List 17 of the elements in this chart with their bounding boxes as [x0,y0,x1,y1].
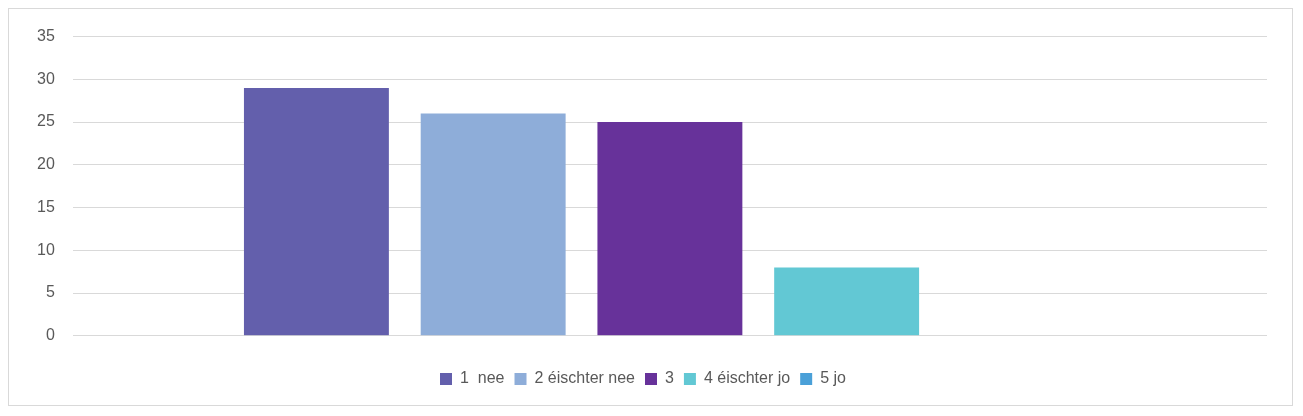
bar [597,122,743,336]
legend-label: 2 éischter nee [534,369,636,387]
y-tick-label: 25 [37,112,55,130]
y-tick-label: 30 [37,69,55,87]
bar [774,267,920,336]
y-tick-label: 35 [37,27,55,45]
y-tick-label: 15 [37,197,55,215]
legend-label: 3 [665,369,675,387]
legend-label: 5 jo [820,369,847,387]
bar [243,87,389,336]
bar [420,113,566,336]
y-tick-label: 20 [37,155,55,173]
y-tick-label: 10 [37,240,55,258]
y-tick-label: 0 [45,326,55,344]
legend-label: 4 éischter jo [703,369,791,387]
legend-label: 1 nee [460,369,505,387]
y-tick-label: 5 [45,283,55,301]
